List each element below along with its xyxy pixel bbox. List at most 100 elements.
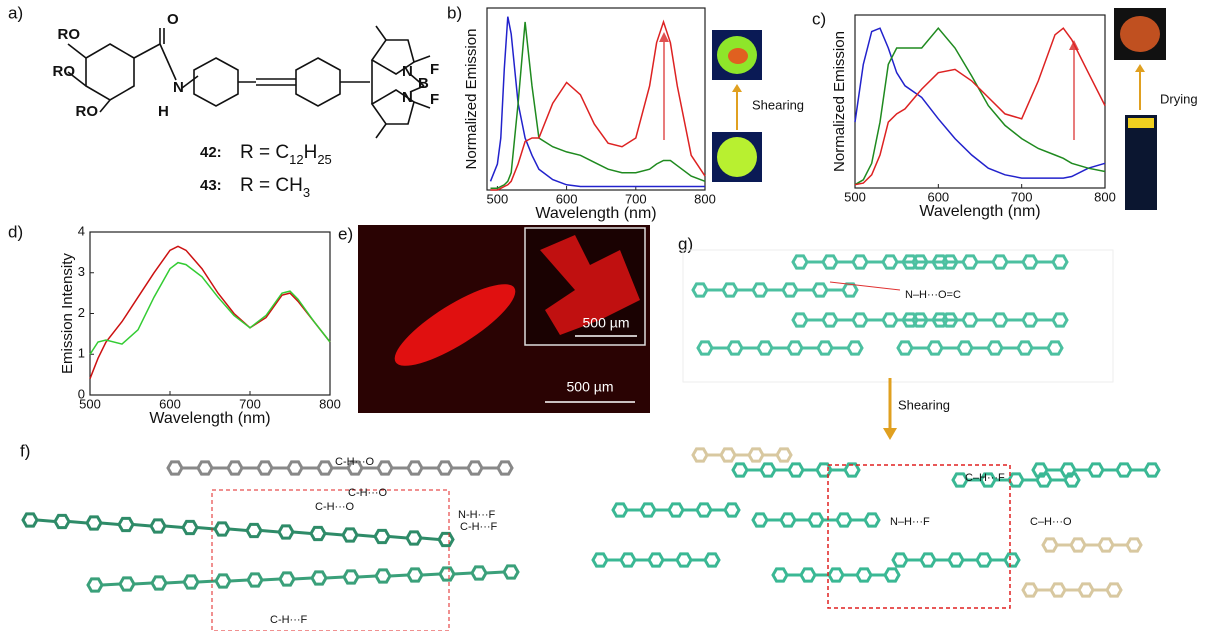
x-tick-label: 700 xyxy=(625,191,647,206)
atom-label: N xyxy=(402,89,413,106)
ring xyxy=(733,464,747,476)
annotation: Drying xyxy=(1160,91,1198,106)
ring xyxy=(848,342,862,354)
ring xyxy=(793,314,807,326)
ring xyxy=(809,514,823,526)
atom-label: F xyxy=(430,91,439,108)
ring xyxy=(753,284,767,296)
bond xyxy=(69,522,87,524)
photo-sample xyxy=(1120,16,1160,52)
ring xyxy=(1127,539,1141,551)
ring xyxy=(621,554,635,566)
annotation: C-H···O xyxy=(348,487,388,499)
ring xyxy=(198,462,212,474)
bond xyxy=(325,534,343,536)
crystal-packing xyxy=(23,462,518,591)
series-line xyxy=(90,263,330,355)
ring xyxy=(1048,342,1062,354)
ring xyxy=(407,532,421,544)
bond xyxy=(414,102,430,108)
unit-cell xyxy=(828,465,1010,608)
formula-part: R = CH xyxy=(240,175,303,196)
ring xyxy=(375,530,389,542)
ring xyxy=(1018,342,1032,354)
bond xyxy=(294,578,312,579)
ring xyxy=(801,569,815,581)
ring xyxy=(312,572,326,584)
ring xyxy=(893,554,907,566)
annotation: Shearing xyxy=(898,397,950,412)
bond xyxy=(421,538,439,540)
ring xyxy=(247,524,261,536)
x-tick-label: 600 xyxy=(927,189,949,204)
ring xyxy=(753,514,767,526)
scale-label: 500 µm xyxy=(567,379,614,395)
ring xyxy=(408,462,422,474)
chemical-structure xyxy=(68,26,430,138)
ring xyxy=(438,462,452,474)
ring xyxy=(928,342,942,354)
ring xyxy=(693,449,707,461)
ring xyxy=(88,579,102,591)
panel-label: c) xyxy=(812,9,826,28)
series-line xyxy=(491,22,706,188)
photo xyxy=(1125,115,1157,210)
y-tick-label: 4 xyxy=(78,223,85,238)
annotation: C–H···F xyxy=(965,472,1005,484)
ring xyxy=(23,514,37,526)
x-tick-label: 800 xyxy=(694,191,716,206)
ring xyxy=(439,533,453,545)
photo-sample xyxy=(728,48,748,64)
ring xyxy=(1023,256,1037,268)
ring xyxy=(853,256,867,268)
bond xyxy=(160,44,176,80)
ring xyxy=(1053,314,1067,326)
arrow-head xyxy=(883,428,897,440)
ring xyxy=(865,514,879,526)
bond xyxy=(100,100,110,112)
formula-part: R = C xyxy=(240,142,289,163)
ring xyxy=(783,284,797,296)
atom-label: H xyxy=(158,103,169,120)
ring xyxy=(793,256,807,268)
bond xyxy=(357,535,375,537)
ring xyxy=(215,523,229,535)
ring xyxy=(885,569,899,581)
atom-label: F xyxy=(430,61,439,78)
panel-label: b) xyxy=(447,3,462,22)
ring xyxy=(168,462,182,474)
ring xyxy=(698,342,712,354)
ring xyxy=(758,342,772,354)
ring xyxy=(1051,584,1065,596)
ring xyxy=(279,526,293,538)
ring xyxy=(343,529,357,541)
ring xyxy=(472,567,486,579)
ring xyxy=(781,514,795,526)
y-tick-label: 3 xyxy=(78,264,85,279)
ring xyxy=(883,256,897,268)
bond xyxy=(261,531,279,533)
arrow-head xyxy=(732,84,742,92)
bond xyxy=(486,572,504,573)
ring xyxy=(837,514,851,526)
atom-label: N xyxy=(173,79,184,96)
ring xyxy=(649,554,663,566)
ring xyxy=(721,449,735,461)
ring xyxy=(789,464,803,476)
ring xyxy=(152,577,166,589)
panel-label: e) xyxy=(338,224,353,243)
ring xyxy=(697,504,711,516)
ring xyxy=(993,256,1007,268)
bond xyxy=(101,523,119,525)
bond xyxy=(293,532,311,534)
ring xyxy=(1023,584,1037,596)
ring xyxy=(988,342,1002,354)
series-line xyxy=(90,246,330,378)
ring xyxy=(296,58,340,106)
ring xyxy=(898,342,912,354)
ring xyxy=(723,284,737,296)
ring xyxy=(593,554,607,566)
compound-number: 42: xyxy=(200,144,222,161)
bond xyxy=(198,581,216,582)
annotation: C–H···O xyxy=(1030,516,1072,528)
